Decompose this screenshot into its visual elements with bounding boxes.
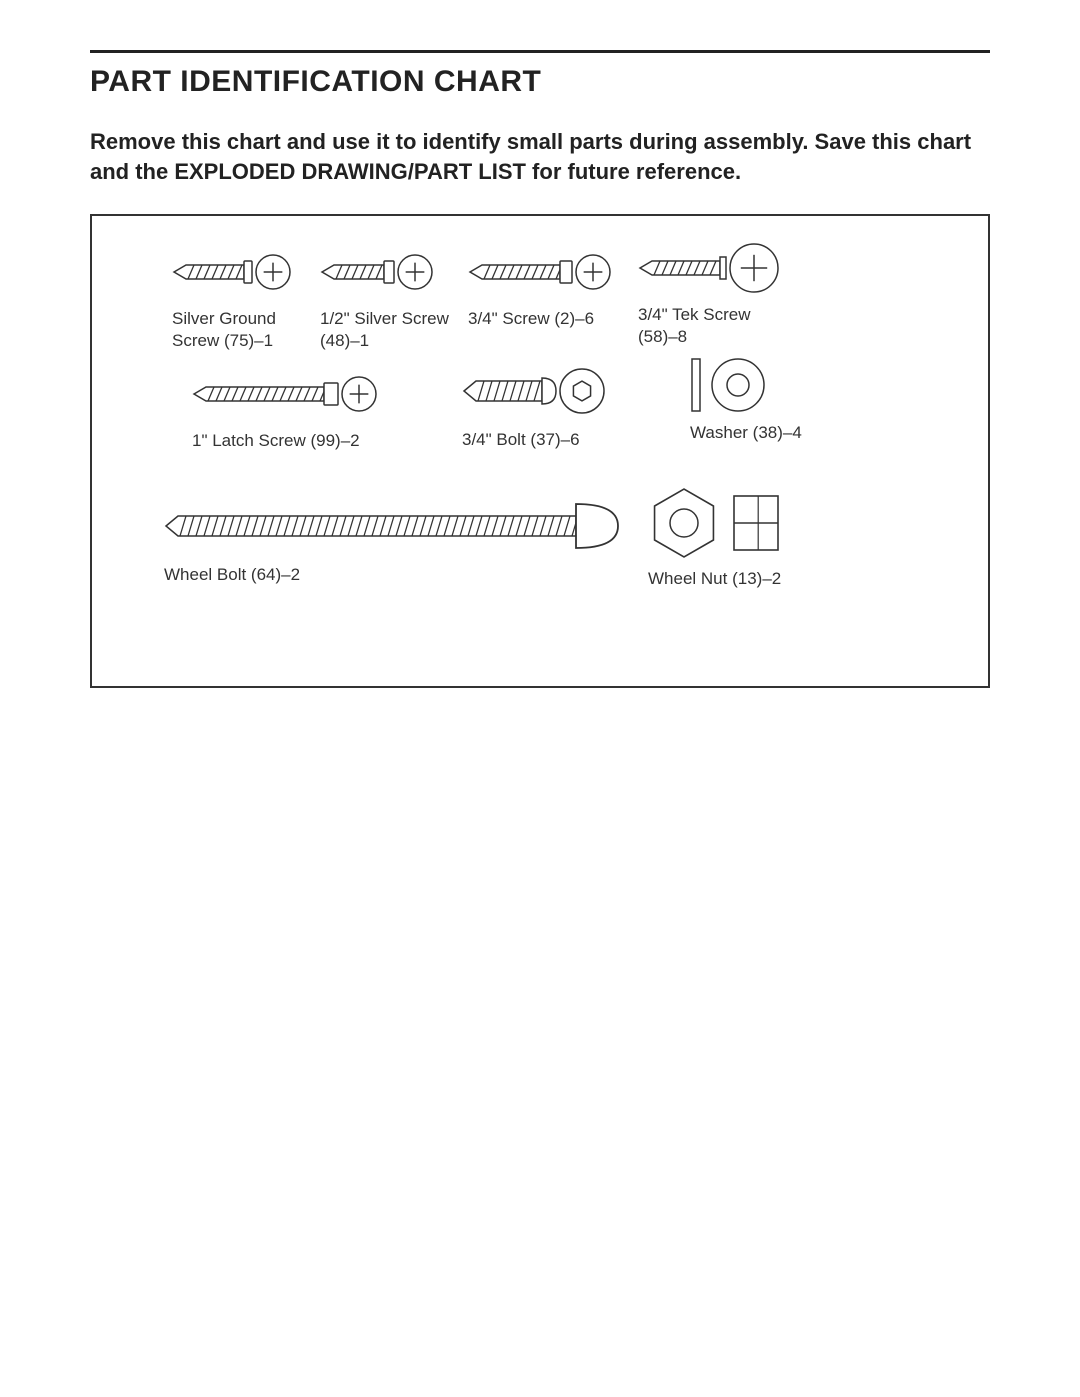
page: PART IDENTIFICATION CHART Remove this ch… — [90, 50, 990, 688]
latch-screw-label: 1" Latch Screw (99)–2 — [192, 430, 380, 451]
wheel-nut-label: Wheel Nut (13)–2 — [648, 568, 782, 589]
wheel-bolt-icon — [164, 496, 622, 556]
part-wheel-nut: Wheel Nut (13)–2 — [648, 486, 782, 589]
washer-label: Washer (38)–4 — [690, 422, 802, 443]
tek-screw-label: 3/4" Tek Screw (58)–8 — [638, 304, 798, 347]
tek-screw-icon — [638, 240, 798, 296]
part-washer: Washer (38)–4 — [690, 356, 802, 443]
three-quarter-screw-icon — [468, 244, 614, 300]
intro-text: Remove this chart and use it to identify… — [90, 127, 990, 186]
chart-box: Silver Ground Screw (75)–1 1/2" Silver S… — [90, 214, 990, 688]
silver-ground-screw-icon — [172, 244, 294, 300]
half-silver-screw-label: 1/2" Silver Screw (48)–1 — [320, 308, 449, 351]
part-three-quarter-bolt: 3/4" Bolt (37)–6 — [462, 361, 620, 450]
washer-icon — [690, 356, 768, 414]
half-silver-screw-icon — [320, 244, 436, 300]
wheel-nut-icon — [648, 486, 782, 560]
wheel-bolt-label: Wheel Bolt (64)–2 — [164, 564, 622, 585]
three-quarter-bolt-icon — [462, 361, 620, 421]
part-silver-ground-screw: Silver Ground Screw (75)–1 — [172, 244, 294, 351]
part-latch-screw: 1" Latch Screw (99)–2 — [192, 366, 380, 451]
three-quarter-bolt-label: 3/4" Bolt (37)–6 — [462, 429, 620, 450]
silver-ground-screw-label: Silver Ground Screw (75)–1 — [172, 308, 294, 351]
part-three-quarter-screw: 3/4" Screw (2)–6 — [468, 244, 614, 329]
part-wheel-bolt: Wheel Bolt (64)–2 — [164, 496, 622, 585]
part-tek-screw: 3/4" Tek Screw (58)–8 — [638, 240, 798, 347]
part-half-silver-screw: 1/2" Silver Screw (48)–1 — [320, 244, 449, 351]
three-quarter-screw-label: 3/4" Screw (2)–6 — [468, 308, 614, 329]
page-title: PART IDENTIFICATION CHART — [90, 65, 990, 99]
top-rule — [90, 50, 990, 53]
latch-screw-icon — [192, 366, 380, 422]
